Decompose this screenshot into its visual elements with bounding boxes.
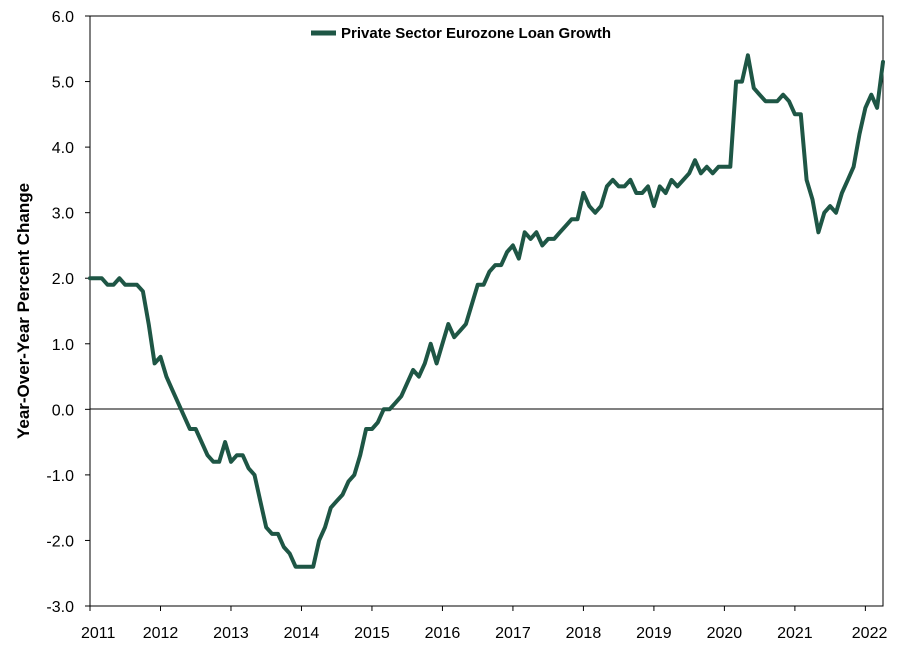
y-tick-label: -2.0 xyxy=(46,533,74,550)
x-tick-label: 2021 xyxy=(777,625,813,642)
y-tick-label: 5.0 xyxy=(52,75,74,92)
y-tick-label: -1.0 xyxy=(46,468,74,485)
x-tick-label: 2014 xyxy=(284,625,320,642)
y-axis-title: Year-Over-Year Percent Change xyxy=(14,183,33,439)
x-tick-label: 2020 xyxy=(707,625,743,642)
x-tick-label: 2012 xyxy=(143,625,179,642)
legend-label: Private Sector Eurozone Loan Growth xyxy=(341,25,611,42)
y-axis-ticks: 6.0 5.0 4.0 3.0 2.0 1.0 0.0 -1.0 -2.0 -3.0 xyxy=(46,9,90,616)
series-layer xyxy=(88,53,885,569)
x-tick-label: 2019 xyxy=(636,625,672,642)
x-tick-label: 2022 xyxy=(852,625,888,642)
y-tick-label: -3.0 xyxy=(46,599,74,616)
y-tick-label: 4.0 xyxy=(52,140,74,157)
x-tick-label: 2017 xyxy=(495,625,531,642)
y-tick-label: 6.0 xyxy=(52,9,74,26)
x-tick-label: 2018 xyxy=(566,625,602,642)
series-line-loan-growth xyxy=(88,53,885,569)
plot-area xyxy=(89,15,884,607)
x-tick-label: 2016 xyxy=(425,625,461,642)
y-tick-label: 3.0 xyxy=(52,206,74,223)
legend: Private Sector Eurozone Loan Growth xyxy=(311,25,611,42)
x-tick-label: 2015 xyxy=(354,625,390,642)
x-tick-label: 2011 xyxy=(81,625,116,642)
x-tick-label: 2013 xyxy=(213,625,249,642)
y-tick-label: 1.0 xyxy=(52,337,74,354)
y-tick-label: 0.0 xyxy=(52,402,74,419)
x-axis-ticks: 2011 2012 2013 2014 2015 2016 2017 2018 2019 2020… xyxy=(81,606,887,642)
y-tick-label: 2.0 xyxy=(52,271,74,288)
